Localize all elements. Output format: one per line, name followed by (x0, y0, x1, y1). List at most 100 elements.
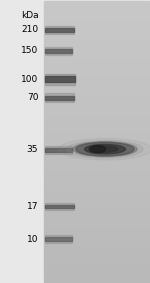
Bar (45, 93, 74, 102)
Bar (44, 19, 149, 22)
Text: 17: 17 (27, 202, 38, 211)
Bar (44, 173, 149, 177)
Bar (44, 229, 149, 233)
Bar (44, 278, 149, 282)
Bar (45, 146, 72, 154)
Bar (44, 205, 149, 208)
Bar (44, 142, 149, 145)
Ellipse shape (85, 144, 125, 154)
Bar (44, 152, 149, 156)
Bar (44, 271, 149, 275)
Bar (44, 190, 149, 194)
Bar (44, 5, 149, 8)
Bar (44, 261, 149, 264)
Bar (44, 12, 149, 15)
Bar (44, 37, 149, 40)
Bar (45, 47, 72, 55)
Bar (44, 82, 149, 85)
Bar (44, 180, 149, 183)
Bar (44, 222, 149, 226)
Bar (44, 201, 149, 205)
Bar (44, 131, 149, 134)
Bar (44, 26, 149, 29)
Bar (44, 211, 149, 215)
Bar (44, 33, 149, 37)
Bar (44, 264, 149, 268)
Bar (44, 15, 149, 19)
Bar (45, 95, 74, 100)
Bar (44, 239, 149, 243)
Bar (45, 203, 74, 210)
Bar (44, 138, 149, 142)
Bar (44, 134, 149, 138)
Bar (44, 149, 149, 152)
Bar (44, 71, 149, 75)
Bar (44, 96, 149, 99)
Bar (44, 236, 149, 239)
Bar (44, 226, 149, 229)
Bar (44, 127, 149, 131)
Bar (44, 121, 149, 124)
Bar (44, 268, 149, 271)
Bar (44, 246, 149, 250)
Bar (44, 170, 149, 173)
Bar (45, 148, 72, 152)
Bar (44, 29, 149, 33)
Bar (44, 183, 149, 187)
Bar (44, 243, 149, 246)
Bar (44, 166, 149, 170)
Text: 210: 210 (21, 25, 38, 34)
Bar (44, 113, 149, 117)
Bar (44, 103, 149, 106)
Text: 150: 150 (21, 46, 38, 55)
Bar (45, 49, 72, 53)
Bar (45, 235, 72, 243)
Bar (44, 124, 149, 127)
Bar (44, 156, 149, 159)
Bar (44, 275, 149, 278)
Text: 100: 100 (21, 75, 38, 84)
Text: 70: 70 (27, 93, 38, 102)
Bar (44, 99, 149, 103)
Bar (45, 26, 74, 34)
Bar (44, 177, 149, 180)
Bar (44, 61, 149, 65)
Ellipse shape (58, 138, 150, 160)
Bar (44, 250, 149, 254)
Bar (44, 65, 149, 68)
Bar (45, 205, 74, 208)
Bar (44, 187, 149, 190)
Bar (44, 22, 149, 26)
Bar (44, 208, 149, 211)
Bar (44, 50, 149, 54)
Bar (44, 75, 149, 78)
Ellipse shape (67, 140, 143, 158)
Ellipse shape (89, 145, 106, 153)
Bar (45, 237, 72, 241)
Bar (44, 1, 149, 5)
Bar (44, 85, 149, 89)
Bar (44, 194, 149, 198)
Bar (44, 68, 149, 71)
Bar (44, 93, 149, 96)
Bar (44, 106, 149, 110)
Ellipse shape (76, 142, 134, 156)
Bar (45, 74, 75, 85)
Bar (44, 57, 149, 61)
Bar (44, 78, 149, 82)
Bar (44, 218, 149, 222)
Bar (44, 254, 149, 257)
Bar (44, 43, 149, 47)
Bar (44, 159, 149, 162)
Text: kDa: kDa (21, 11, 38, 20)
Bar (44, 54, 149, 57)
Bar (44, 198, 149, 201)
Bar (44, 110, 149, 113)
Bar (44, 145, 149, 149)
Text: 35: 35 (27, 145, 38, 155)
Bar (44, 117, 149, 121)
Bar (44, 40, 149, 43)
Bar (44, 8, 149, 12)
Text: 10: 10 (27, 235, 38, 244)
Bar (44, 47, 149, 50)
